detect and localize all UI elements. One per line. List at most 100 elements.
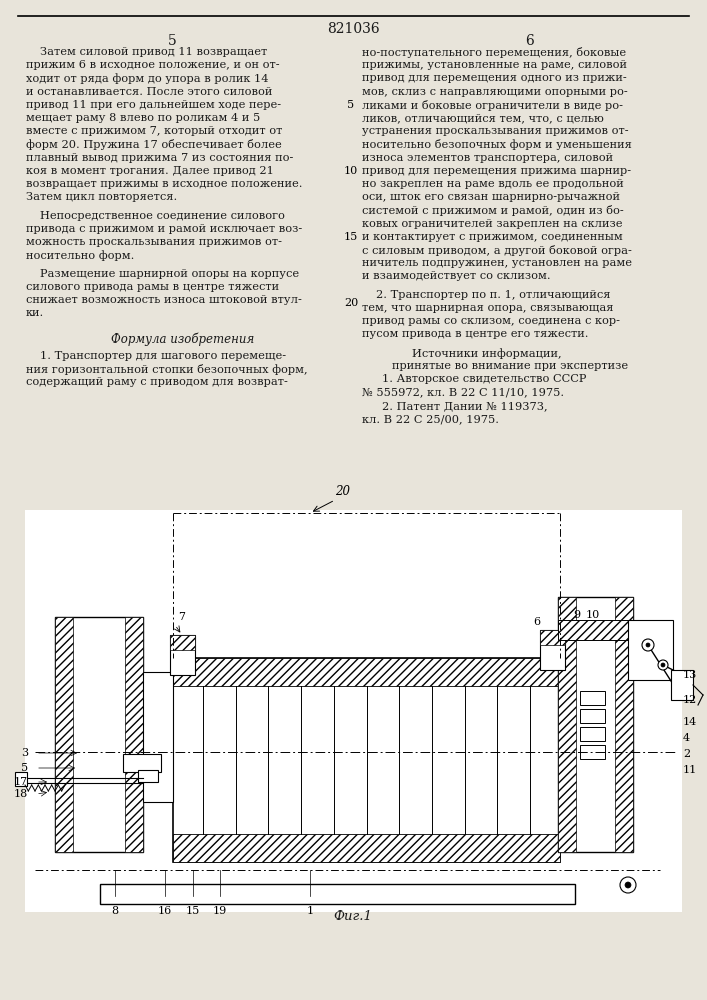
Text: ликами и боковые ограничители в виде ро-: ликами и боковые ограничители в виде ро- xyxy=(362,100,623,111)
Text: мов, склиз с направляющими опорными ро-: мов, склиз с направляющими опорными ро- xyxy=(362,87,628,97)
Text: ликов, отличающийся тем, что, с целью: ликов, отличающийся тем, что, с целью xyxy=(362,113,604,123)
Text: 13: 13 xyxy=(683,670,697,680)
Text: Затем силовой привод 11 возвращает: Затем силовой привод 11 возвращает xyxy=(40,47,267,57)
Text: форм 20. Пружина 17 обеспечивает более: форм 20. Пружина 17 обеспечивает более xyxy=(26,139,282,150)
Text: 10: 10 xyxy=(586,610,600,620)
Text: плавный вывод прижима 7 из состояния по-: плавный вывод прижима 7 из состояния по- xyxy=(26,153,293,163)
Bar xyxy=(540,630,565,645)
Text: 11: 11 xyxy=(683,765,697,775)
Text: 1. Транспортер для шагового перемеще-: 1. Транспортер для шагового перемеще- xyxy=(40,351,286,361)
Text: 2. Транспортер по п. 1, отличающийся: 2. Транспортер по п. 1, отличающийся xyxy=(376,290,611,300)
Bar xyxy=(558,597,576,852)
Text: содержащий раму с приводом для возврат-: содержащий раму с приводом для возврат- xyxy=(26,377,288,387)
Text: оси, шток его связан шарнирно-рычажной: оси, шток его связан шарнирно-рычажной xyxy=(362,192,620,202)
Bar xyxy=(558,620,643,640)
Bar xyxy=(25,510,682,912)
Text: и контактирует с прижимом, соединенным: и контактирует с прижимом, соединенным xyxy=(362,232,623,242)
Text: 5: 5 xyxy=(21,763,28,773)
Text: тем, что шарнирная опора, связывающая: тем, что шарнирная опора, связывающая xyxy=(362,303,614,313)
Bar xyxy=(671,670,693,700)
Bar xyxy=(170,635,195,650)
Text: 15: 15 xyxy=(344,232,358,242)
Text: и взаимодействует со склизом.: и взаимодействует со склизом. xyxy=(362,271,551,281)
Bar xyxy=(173,658,560,862)
Text: 14: 14 xyxy=(683,717,697,727)
Text: 19: 19 xyxy=(213,906,227,916)
Circle shape xyxy=(625,882,631,888)
Text: с силовым приводом, а другой боковой огра-: с силовым приводом, а другой боковой огр… xyxy=(362,245,632,256)
Bar xyxy=(580,691,605,705)
Circle shape xyxy=(661,663,665,667)
Text: 2: 2 xyxy=(683,749,690,759)
Text: вместе с прижимом 7, который отходит от: вместе с прижимом 7, который отходит от xyxy=(26,126,282,136)
Text: износа элементов транспортера, силовой: износа элементов транспортера, силовой xyxy=(362,153,613,163)
Bar xyxy=(55,617,73,852)
Text: и останавливается. После этого силовой: и останавливается. После этого силовой xyxy=(26,87,272,97)
Bar xyxy=(628,620,673,680)
Text: прижим 6 в исходное положение, и он от-: прижим 6 в исходное положение, и он от- xyxy=(26,60,280,70)
Circle shape xyxy=(646,643,650,647)
Bar xyxy=(123,754,161,772)
Text: 5: 5 xyxy=(168,34,176,48)
Text: привода с прижимом и рамой исключает воз-: привода с прижимом и рамой исключает воз… xyxy=(26,224,303,234)
Text: 10: 10 xyxy=(344,166,358,176)
Circle shape xyxy=(620,877,636,893)
Text: Размещение шарнирной опоры на корпусе: Размещение шарнирной опоры на корпусе xyxy=(40,269,299,279)
Text: Затем цикл повторяется.: Затем цикл повторяется. xyxy=(26,192,177,202)
Text: системой с прижимом и рамой, один из бо-: системой с прижимом и рамой, один из бо- xyxy=(362,205,624,216)
Text: ковых ограничителей закреплен на склизе: ковых ограничителей закреплен на склизе xyxy=(362,219,622,229)
Text: 2. Патент Дании № 119373,: 2. Патент Дании № 119373, xyxy=(382,401,548,411)
Text: 18: 18 xyxy=(13,789,28,799)
Text: № 555972, кл. B 22 C 11/10, 1975.: № 555972, кл. B 22 C 11/10, 1975. xyxy=(362,388,564,398)
Text: носительно безопочных форм и уменьшения: носительно безопочных форм и уменьшения xyxy=(362,139,632,150)
Text: 4: 4 xyxy=(683,733,690,743)
Text: можность проскальзывания прижимов от-: можность проскальзывания прижимов от- xyxy=(26,237,282,247)
Text: пусом привода в центре его тяжести.: пусом привода в центре его тяжести. xyxy=(362,329,588,339)
Bar xyxy=(173,834,560,862)
Text: 8: 8 xyxy=(112,906,119,916)
Text: носительно форм.: носительно форм. xyxy=(26,250,134,261)
Text: Фиг.1: Фиг.1 xyxy=(334,910,373,923)
Text: Источники информации,: Источники информации, xyxy=(412,348,561,359)
Text: устранения проскальзывания прижимов от-: устранения проскальзывания прижимов от- xyxy=(362,126,629,136)
Text: коя в момент трогания. Далее привод 21: коя в момент трогания. Далее привод 21 xyxy=(26,166,274,176)
Bar xyxy=(55,617,143,852)
Text: силового привода рамы в центре тяжести: силового привода рамы в центре тяжести xyxy=(26,282,279,292)
Text: 15: 15 xyxy=(186,906,200,916)
Text: 7: 7 xyxy=(178,612,185,622)
Bar xyxy=(138,770,158,782)
Text: 3: 3 xyxy=(21,748,28,758)
Bar xyxy=(173,658,560,686)
Text: 20: 20 xyxy=(344,298,358,308)
Text: принятые во внимание при экспертизе: принятые во внимание при экспертизе xyxy=(392,361,628,371)
Bar xyxy=(615,597,633,852)
Text: ки.: ки. xyxy=(26,308,45,318)
Text: ния горизонтальной стопки безопочных форм,: ния горизонтальной стопки безопочных фор… xyxy=(26,364,308,375)
Bar xyxy=(15,772,27,786)
Bar xyxy=(580,727,605,741)
Bar xyxy=(125,617,143,852)
Text: 17: 17 xyxy=(14,777,28,787)
Text: 12: 12 xyxy=(683,695,697,705)
Circle shape xyxy=(642,639,654,651)
Text: возвращает прижимы в исходное положение.: возвращает прижимы в исходное положение. xyxy=(26,179,303,189)
Bar xyxy=(143,672,173,802)
Text: привод 11 при его дальнейшем ходе пере-: привод 11 при его дальнейшем ходе пере- xyxy=(26,100,281,110)
Text: привод рамы со склизом, соединена с кор-: привод рамы со склизом, соединена с кор- xyxy=(362,316,620,326)
Bar xyxy=(100,884,575,904)
Text: 1. Авторское свидетельство СССР: 1. Авторское свидетельство СССР xyxy=(382,374,586,384)
Text: 6: 6 xyxy=(533,617,540,627)
Text: мещает раму 8 влево по роликам 4 и 5: мещает раму 8 влево по роликам 4 и 5 xyxy=(26,113,260,123)
Text: привод для перемещения прижима шарнир-: привод для перемещения прижима шарнир- xyxy=(362,166,631,176)
Text: кл. B 22 C 25/00, 1975.: кл. B 22 C 25/00, 1975. xyxy=(362,414,499,424)
Circle shape xyxy=(658,660,668,670)
Text: ничитель подпружинен, установлен на раме: ничитель подпружинен, установлен на раме xyxy=(362,258,632,268)
Text: Непосредственное соединение силового: Непосредственное соединение силового xyxy=(40,211,285,221)
Text: ходит от ряда форм до упора в ролик 14: ходит от ряда форм до упора в ролик 14 xyxy=(26,73,269,84)
Text: привод для перемещения одного из прижи-: привод для перемещения одного из прижи- xyxy=(362,73,626,83)
Bar xyxy=(170,635,195,675)
Text: 821036: 821036 xyxy=(327,22,380,36)
Bar xyxy=(540,630,565,670)
Text: 20: 20 xyxy=(335,485,350,498)
Text: 1: 1 xyxy=(306,906,314,916)
